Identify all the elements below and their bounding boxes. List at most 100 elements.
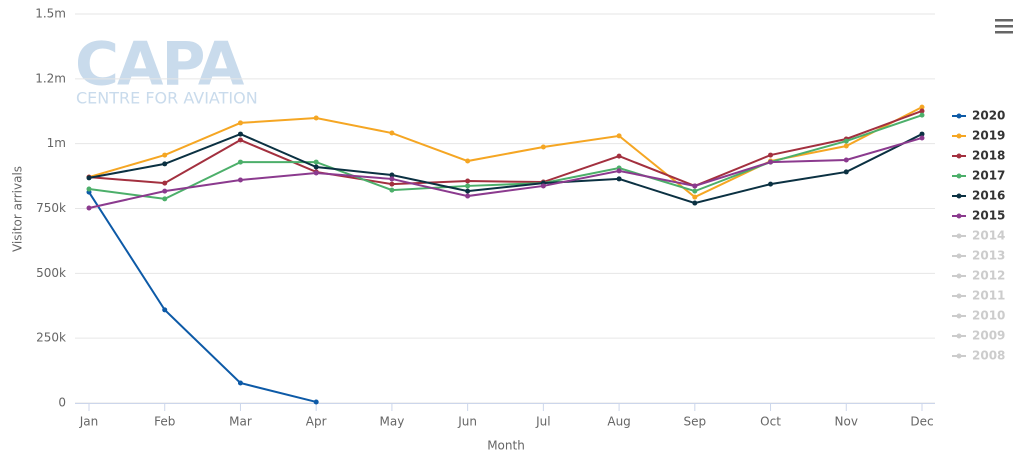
menu-bar[interactable]	[995, 19, 1013, 22]
series-line	[88, 110, 923, 188]
data-point	[313, 399, 319, 405]
data-point	[843, 169, 849, 175]
data-point	[843, 138, 849, 144]
data-point	[389, 172, 395, 178]
legend-label[interactable]: 2008	[972, 349, 1005, 363]
data-point	[465, 183, 471, 189]
legend-symbol[interactable]	[956, 253, 962, 259]
data-point	[86, 175, 92, 181]
x-tick-label: Jan	[79, 415, 99, 429]
legend-label[interactable]: 2018	[972, 149, 1005, 163]
data-point	[86, 186, 92, 192]
legend-symbol[interactable]	[956, 113, 962, 119]
data-point	[540, 144, 546, 150]
legend-label[interactable]: 2019	[972, 129, 1005, 143]
data-point	[389, 181, 395, 187]
legend-label[interactable]: 2017	[972, 169, 1005, 183]
x-tick-label: Jul	[535, 415, 550, 429]
legend-symbol[interactable]	[956, 213, 962, 219]
data-point	[389, 176, 395, 182]
y-tick-label: 750k	[36, 201, 66, 215]
data-point	[162, 307, 168, 313]
legend-label[interactable]: 2011	[972, 289, 1005, 303]
legend-label[interactable]: 2014	[972, 229, 1005, 243]
data-point	[919, 112, 925, 118]
data-point	[919, 108, 925, 114]
data-point	[237, 137, 243, 143]
data-point	[616, 176, 622, 182]
data-point	[616, 153, 622, 159]
legend-symbol[interactable]	[956, 313, 962, 319]
x-axis-title: Month	[487, 439, 525, 453]
legend-symbol[interactable]	[956, 173, 962, 179]
legend-label[interactable]: 2016	[972, 189, 1005, 203]
data-point	[465, 193, 471, 199]
y-tick-label: 0	[58, 396, 66, 410]
y-tick-label: 1.2m	[35, 71, 66, 85]
data-point	[162, 196, 168, 202]
data-point	[768, 152, 774, 158]
x-tick-label: Aug	[607, 415, 630, 429]
data-point	[919, 104, 925, 110]
data-point	[768, 181, 774, 187]
legend-symbol[interactable]	[956, 193, 962, 199]
data-point	[843, 157, 849, 163]
legend-label[interactable]: 2015	[972, 209, 1005, 223]
data-point	[162, 152, 168, 158]
data-point	[313, 170, 319, 176]
data-point	[919, 135, 925, 141]
y-tick-label: 250k	[36, 331, 66, 345]
x-tick-label: Apr	[306, 415, 327, 429]
data-point	[313, 159, 319, 165]
watermark-subtitle: CENTRE FOR AVIATION	[76, 89, 258, 108]
data-point	[389, 187, 395, 193]
data-point	[768, 159, 774, 165]
legend-symbol[interactable]	[956, 133, 962, 139]
x-tick-label: Jun	[457, 415, 477, 429]
data-point	[86, 205, 92, 211]
legend-label[interactable]: 2012	[972, 269, 1005, 283]
data-point	[692, 183, 698, 189]
legend-label[interactable]: 2010	[972, 309, 1005, 323]
data-point	[237, 159, 243, 165]
x-tick-label: Nov	[835, 415, 858, 429]
data-point	[313, 164, 319, 170]
legend-label[interactable]: 2020	[972, 109, 1005, 123]
series-line	[88, 191, 317, 403]
legend-symbol[interactable]	[956, 153, 962, 159]
data-point	[465, 178, 471, 184]
x-tick-label: Feb	[154, 415, 175, 429]
legend-symbol[interactable]	[956, 353, 962, 359]
series-line	[88, 137, 923, 209]
y-tick-label: 1m	[47, 136, 66, 150]
legend-label[interactable]: 2009	[972, 329, 1005, 343]
y-axis-title: Visitor arrivals	[11, 166, 25, 252]
data-point	[692, 194, 698, 200]
data-point	[313, 115, 319, 121]
data-point	[162, 180, 168, 186]
legend-symbol[interactable]	[956, 333, 962, 339]
series-line	[88, 132, 923, 205]
legend-symbol[interactable]	[956, 293, 962, 299]
data-point	[237, 380, 243, 386]
menu-button[interactable]	[995, 19, 1013, 34]
menu-bar[interactable]	[995, 31, 1013, 34]
x-tick-label: May	[380, 415, 405, 429]
data-point	[237, 177, 243, 183]
legend-symbol[interactable]	[956, 273, 962, 279]
data-point	[162, 161, 168, 167]
watermark-title: CAPA	[75, 30, 245, 100]
data-point	[237, 120, 243, 126]
x-tick-label: Oct	[760, 415, 781, 429]
data-point	[692, 188, 698, 194]
legend-symbol[interactable]	[956, 233, 962, 239]
x-tick-label: Dec	[910, 415, 933, 429]
data-point	[465, 158, 471, 164]
data-point	[162, 188, 168, 194]
x-tick-label: Mar	[229, 415, 252, 429]
legend-label[interactable]: 2013	[972, 249, 1005, 263]
data-point	[389, 130, 395, 136]
menu-bar[interactable]	[995, 25, 1013, 28]
y-tick-label: 1.5m	[35, 7, 66, 21]
